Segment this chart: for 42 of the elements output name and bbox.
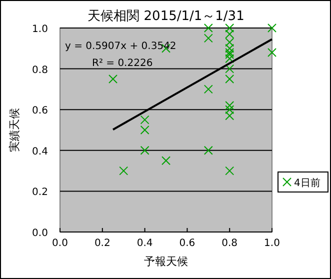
point <box>225 30 234 39</box>
point <box>140 146 150 155</box>
point <box>225 54 234 64</box>
point <box>140 115 150 124</box>
point <box>225 48 234 57</box>
x-tick-label: 0.2 <box>94 238 110 249</box>
y-tick-label: 1.0 <box>32 24 48 35</box>
point <box>140 126 150 134</box>
y-tick-label: 0.4 <box>32 146 48 158</box>
x-tick-label: 1.0 <box>264 238 280 249</box>
point <box>225 38 234 47</box>
point <box>225 64 234 74</box>
point <box>225 166 234 176</box>
x-tick-label: 0.8 <box>222 238 238 249</box>
x-axis-title: 予報天候 <box>144 255 188 268</box>
point <box>225 50 234 60</box>
point <box>162 156 170 166</box>
point <box>225 24 234 32</box>
point <box>225 44 234 53</box>
x-tick-label: 0.4 <box>136 238 153 249</box>
point <box>204 24 213 32</box>
y-tick-label: 0.8 <box>32 64 48 76</box>
y-tick-label: 0.0 <box>32 228 48 239</box>
y-tick-label: 0.2 <box>32 187 48 198</box>
point <box>225 74 234 84</box>
chart-title: 天候相関 2015/1/1～1/31 <box>88 9 244 24</box>
point <box>225 101 234 110</box>
point <box>268 48 276 57</box>
point <box>108 74 118 84</box>
point <box>204 146 213 155</box>
annotation: R² = 0.2226 <box>92 58 153 69</box>
x-tick-label: 0.0 <box>52 238 68 249</box>
x-tick-label: 0.6 <box>179 238 196 249</box>
legend-label: 4日前 <box>294 177 320 189</box>
point <box>204 84 213 94</box>
point <box>119 166 128 176</box>
y-axis-title: 実績天候 <box>8 108 21 152</box>
point <box>225 105 234 114</box>
point <box>268 24 276 32</box>
y-tick-label: 0.6 <box>32 106 48 117</box>
point <box>204 34 213 43</box>
point <box>225 111 234 120</box>
